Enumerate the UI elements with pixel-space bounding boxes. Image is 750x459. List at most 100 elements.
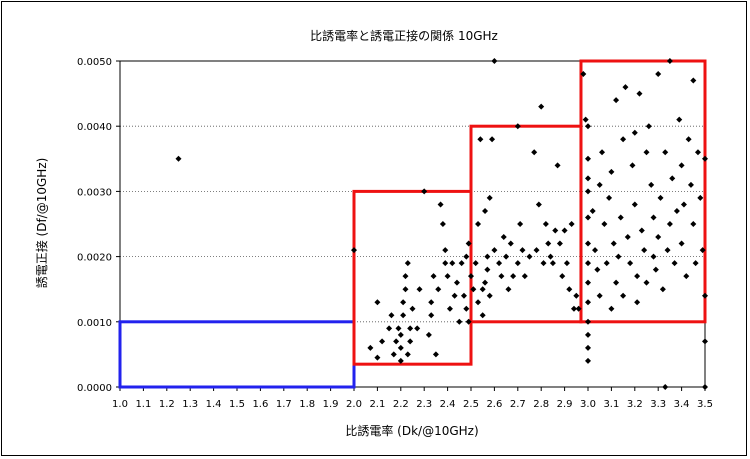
data-point	[432, 351, 439, 358]
x-tick-label: 2.4	[440, 399, 456, 410]
data-point	[596, 292, 603, 299]
data-point	[655, 71, 662, 78]
data-point	[531, 149, 538, 156]
data-point	[620, 292, 627, 299]
data-point	[613, 97, 620, 104]
data-point	[585, 260, 591, 267]
data-point	[397, 331, 404, 338]
data-point	[507, 240, 514, 247]
data-point	[585, 188, 591, 195]
data-point	[629, 162, 636, 169]
data-point	[510, 273, 517, 280]
data-point	[692, 260, 699, 267]
data-point	[648, 181, 655, 188]
data-point	[421, 188, 428, 195]
data-point	[702, 155, 708, 162]
data-point	[608, 305, 615, 312]
data-point	[547, 253, 554, 260]
data-point	[690, 77, 697, 84]
data-point	[643, 149, 650, 156]
data-point	[517, 221, 524, 227]
y-tick-label: 0.0050	[77, 57, 112, 68]
data-point	[697, 194, 704, 201]
data-point	[552, 227, 559, 234]
data-point	[428, 312, 435, 319]
data-point	[430, 273, 437, 280]
data-point	[638, 227, 645, 234]
data-point	[491, 58, 498, 64]
region-box-3	[469, 124, 583, 324]
data-points	[175, 58, 708, 390]
x-tick-label: 1.4	[206, 399, 222, 410]
data-point	[388, 312, 395, 319]
data-point	[599, 149, 606, 156]
y-tick-label: 0.0020	[77, 253, 112, 264]
data-point	[690, 221, 697, 227]
data-point	[687, 181, 694, 188]
data-point	[568, 221, 575, 227]
y-tick-label: 0.0000	[77, 383, 112, 394]
data-point	[393, 338, 400, 345]
data-point	[673, 207, 680, 214]
data-point	[585, 279, 591, 286]
data-point	[386, 325, 393, 332]
data-point	[397, 357, 404, 364]
data-point	[617, 214, 624, 221]
region-box-4	[579, 59, 707, 324]
data-point	[570, 305, 577, 312]
data-point	[655, 234, 662, 241]
data-point	[680, 201, 687, 208]
data-point	[407, 338, 414, 345]
data-point	[580, 71, 587, 78]
data-point	[592, 247, 599, 254]
x-tick-label: 1.1	[135, 399, 151, 410]
data-point	[585, 318, 591, 325]
data-point	[542, 221, 549, 227]
data-point	[367, 344, 374, 351]
highlight-regions	[118, 59, 707, 389]
data-point	[514, 260, 521, 267]
data-point	[453, 279, 460, 286]
data-point	[641, 247, 648, 254]
data-point	[390, 351, 397, 358]
y-tick-label: 0.0040	[77, 122, 112, 133]
data-point	[456, 318, 463, 325]
x-tick-label: 2.2	[393, 399, 409, 410]
data-point	[631, 201, 638, 208]
x-tick-label: 2.9	[557, 399, 573, 410]
data-point	[540, 260, 547, 267]
y-axis-title: 誘電正接 (Df/@10GHz)	[34, 158, 49, 289]
data-point	[676, 116, 683, 123]
data-point	[554, 162, 561, 169]
data-point	[468, 273, 474, 280]
data-point	[561, 227, 568, 234]
data-point	[463, 253, 470, 260]
data-point	[465, 240, 472, 247]
data-point	[699, 247, 706, 254]
data-point	[414, 325, 421, 332]
data-point	[585, 214, 591, 221]
data-point	[601, 221, 608, 227]
data-point	[533, 247, 540, 254]
x-tick-label: 2.8	[533, 399, 549, 410]
data-point	[482, 207, 489, 214]
data-point	[634, 299, 641, 306]
data-point	[603, 260, 610, 267]
data-point	[582, 116, 589, 123]
x-axis-ticks: 1.0 1.1 1.2 1.3 1.4 1.5 1.6 1.7 1.8 1.9 2.0 2.1 2.2 2…	[112, 387, 713, 410]
data-point	[460, 292, 467, 299]
y-axis-ticks: 0.0000 0.0010 0.0020 0.0030 0.0040 0.0050	[77, 57, 120, 394]
data-point	[678, 240, 685, 247]
x-tick-label: 1.2	[159, 399, 175, 410]
data-point	[671, 260, 678, 267]
x-tick-label: 1.5	[229, 399, 245, 410]
data-point	[702, 292, 708, 299]
x-tick-label: 3.2	[627, 399, 643, 410]
data-point	[694, 149, 701, 156]
data-point	[416, 286, 423, 293]
data-point	[428, 299, 435, 306]
data-point	[662, 149, 669, 156]
data-point	[496, 260, 503, 267]
data-point	[437, 201, 444, 208]
